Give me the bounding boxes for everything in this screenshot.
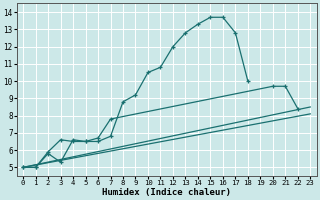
X-axis label: Humidex (Indice chaleur): Humidex (Indice chaleur) bbox=[102, 188, 231, 197]
